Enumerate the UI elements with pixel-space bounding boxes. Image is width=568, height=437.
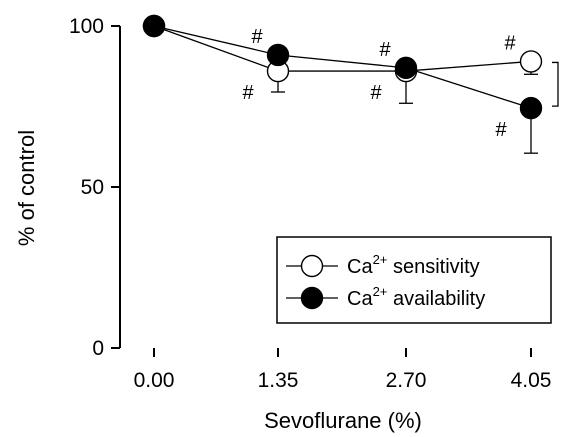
- data-point-open: [519, 50, 543, 73]
- comparison-bracket: [552, 61, 559, 107]
- significance-mark: #: [251, 26, 263, 48]
- x-ticks: 0.00 1.35 2.70 4.05: [134, 348, 552, 392]
- significance-mark: #: [370, 82, 382, 104]
- legend-label: Ca2+ sensitivity: [347, 252, 480, 278]
- plot-area: # # # # # #: [142, 14, 559, 154]
- y-tick-label: 0: [92, 337, 104, 360]
- series-line-2: [153, 25, 532, 109]
- significance-mark: #: [242, 82, 254, 104]
- data-point-filled: [519, 96, 543, 120]
- significance-mark: #: [495, 119, 507, 141]
- x-axis-title: Sevoflurane (%): [264, 408, 422, 433]
- legend-marker-filled: [300, 286, 324, 310]
- series-line-1: [153, 25, 532, 72]
- legend-box: [276, 236, 552, 324]
- data-point-filled: [266, 43, 290, 67]
- x-tick-label: 2.70: [386, 369, 427, 392]
- y-tick-label: 100: [69, 15, 104, 38]
- legend: Ca2+ sensitivity Ca2+ availability: [276, 236, 552, 324]
- x-tick-label: 0.00: [134, 369, 175, 392]
- x-tick-label: 4.05: [511, 369, 552, 392]
- x-axis: 0.00 1.35 2.70 4.05: [134, 348, 552, 392]
- data-point-filled: [142, 14, 166, 38]
- legend-marker-open: [300, 254, 324, 278]
- x-tick-label: 1.35: [258, 369, 299, 392]
- y-ticks: 0 50 100: [69, 15, 120, 360]
- y-axis-title: % of control: [14, 130, 39, 246]
- y-axis: 0 50 100: [69, 15, 121, 360]
- data-point-filled: [394, 56, 418, 80]
- legend-entries: Ca2+ sensitivity Ca2+ availability: [286, 252, 485, 310]
- significance-mark: #: [504, 32, 516, 54]
- legend-label: Ca2+ availability: [347, 284, 485, 310]
- y-tick-label: 50: [81, 176, 104, 199]
- significance-mark: #: [379, 39, 391, 61]
